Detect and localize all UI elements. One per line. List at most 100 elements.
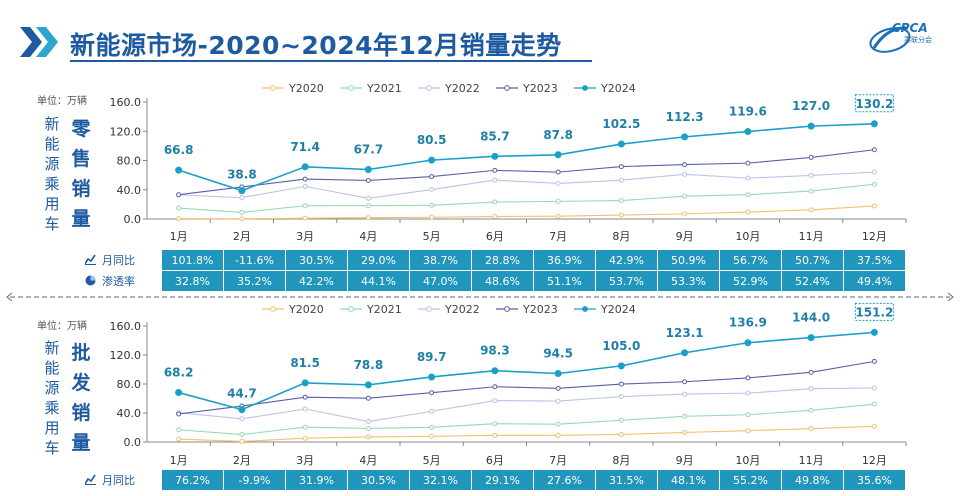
y-tick-label: 160.0 [110,96,142,109]
legend-label: Y2023 [522,82,558,95]
wholesale-yoy-cell: 29.1% [471,469,534,491]
data-point-Y2021 [176,205,182,211]
series-line-Y2020 [178,205,875,220]
data-point-Y2024 [175,166,183,174]
retail-pen-cell: 48.6% [471,270,534,292]
data-point-Y2024 [175,389,183,397]
retail-pen-cell: 52.4% [781,270,844,292]
x-tick-label: 2月 [233,454,251,467]
wholesale-sales-chart: 0.0 40.0 80.0 120.0 160.0 1月 2月 3月 4月 5月 6月 7月 8月 9月 1… [110,302,907,467]
data-point-Y2022 [618,394,624,400]
page-title: 新能源市场-2020~2024年12月销量走势 [70,31,562,60]
cpca-logo-icon [869,26,911,53]
retail-yoy-row: 月同比 101.8% -11.6% 30.5% 29.0% 38.7% 28.8… [80,249,906,271]
series-line-Y2024 [178,331,875,411]
data-point-Y2023 [745,375,751,381]
x-tick-label: 10月 [735,230,760,243]
data-point-Y2020 [618,431,624,437]
data-point-Y2024 [807,334,815,342]
data-point-Y2023 [555,169,561,175]
data-point-Y2021 [365,203,371,209]
wholesale-yoy-header: 月同比 [80,469,162,491]
series-line-Y2021 [178,183,875,213]
data-point-Y2024 [870,120,878,128]
retail-pen-cell: 53.3% [657,270,720,292]
legend-marker [426,85,432,91]
wholesale-yoy-label: 月同比 [102,474,135,487]
legend-label: Y2022 [444,303,480,316]
wholesale-yoy-cell: 76.2% [161,469,224,491]
data-point-Y2020 [492,214,498,220]
trend-chart-icon [85,474,96,485]
retail-yoy-cell: 37.5% [843,249,906,271]
data-point-Y2020 [808,426,814,432]
data-point-Y2022 [808,172,814,178]
logo-subtitle: 乘联分会 [904,36,932,44]
data-point-Y2022 [555,398,561,404]
legend-marker [426,306,432,312]
series-line-Y2023 [178,149,875,196]
x-tick-label: 2月 [233,230,251,243]
data-point-Y2022 [745,175,751,181]
data-point-Y2024 [238,187,246,195]
retail-table: 月同比 101.8% -11.6% 30.5% 29.0% 38.7% 28.8… [80,249,906,292]
data-point-Y2024 [681,349,689,357]
data-point-Y2024 [744,339,752,347]
wholesale-yoy-cell: 49.8% [781,469,844,491]
data-label: 71.4 [290,140,320,154]
x-tick-label: 4月 [359,230,377,243]
data-point-Y2024 [301,379,309,387]
data-point-Y2024 [428,156,436,164]
data-point-Y2020 [682,429,688,435]
data-point-Y2022 [555,180,561,186]
wholesale-yoy-row: 月同比 76.2% -9.9% 31.9% 30.5% 32.1% 29.1% … [80,469,906,491]
data-label: 85.7 [480,129,510,143]
data-point-Y2021 [492,199,498,205]
legend-marker [504,306,510,312]
x-tick-label: 12月 [862,454,887,467]
data-point-Y2024 [364,381,372,389]
data-label: 123.1 [666,326,704,340]
data-point-Y2022 [492,177,498,183]
data-point-Y2024 [554,369,562,377]
data-point-Y2022 [365,195,371,201]
data-label: 127.0 [792,99,830,113]
retail-yoy-label: 月同比 [102,254,135,267]
data-point-Y2022 [682,391,688,397]
x-tick-label: 7月 [549,454,567,467]
retail-yoy-cell: 50.7% [781,249,844,271]
retail-pen-cell: 47.0% [409,270,472,292]
data-point-Y2022 [302,406,308,412]
wholesale-yoy-cell: 32.1% [409,469,472,491]
data-point-Y2021 [871,401,877,407]
data-point-Y2023 [871,358,877,364]
data-label: 144.0 [792,311,830,325]
data-point-Y2021 [808,407,814,413]
data-point-Y2023 [618,381,624,387]
data-label: 105.0 [602,339,640,353]
wholesale-yoy-cell: 30.5% [347,469,410,491]
data-label: 151.2 [855,305,893,319]
retail-yoy-cell: 101.8% [161,249,224,271]
data-point-Y2021 [239,209,245,215]
data-point-Y2022 [618,177,624,183]
wholesale-yoy-cell: 31.9% [285,469,348,491]
wholesale-yoy-cell: 27.6% [533,469,596,491]
x-tick-label: 3月 [296,230,314,243]
data-point-Y2021 [682,413,688,419]
retail-pen-cell: 44.1% [347,270,410,292]
retail-sales-chart: 0.0 40.0 80.0 120.0 160.0 1月 2月 3月 4月 5月 6月 7月 8月 9月 1… [110,82,907,243]
retail-yoy-cell: 56.7% [719,249,782,271]
retail-pen-header: 渗透率 [80,270,162,292]
data-point-Y2020 [492,432,498,438]
data-point-Y2022 [871,385,877,391]
data-point-Y2020 [302,215,308,221]
data-label: 136.9 [729,316,767,330]
x-tick-label: 5月 [423,454,441,467]
x-tick-label: 5月 [423,230,441,243]
data-label: 66.8 [164,143,194,157]
retail-pen-cell: 32.8% [161,270,224,292]
data-point-Y2024 [491,367,499,375]
retail-pen-cell: 42.2% [285,270,348,292]
data-point-Y2021 [555,198,561,204]
